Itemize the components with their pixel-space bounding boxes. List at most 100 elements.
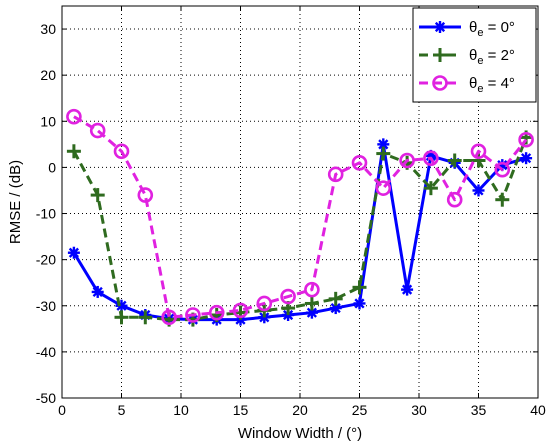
data-point	[256, 295, 273, 312]
legend-label: θe = 2°	[469, 47, 515, 67]
asterisk-stroke	[378, 139, 389, 150]
asterisk-stroke	[330, 302, 341, 314]
data-point	[423, 181, 438, 196]
y-tick-labels: -50 -40 -30 -20 -10 0 10 20 30	[36, 21, 56, 406]
data-point	[66, 144, 81, 159]
asterisk-stroke	[354, 298, 365, 309]
series-line	[73, 115, 528, 319]
legend-label-base: θ	[469, 47, 477, 64]
circle-ring	[423, 150, 439, 166]
y-tick-label: 20	[40, 67, 56, 83]
asterisk-stroke	[116, 300, 127, 311]
legend-marker	[432, 75, 448, 91]
y-tick-label: -40	[36, 344, 56, 360]
circle-ring	[375, 180, 392, 196]
asterisk-stroke	[473, 185, 484, 196]
x-tick-label: 40	[530, 402, 546, 418]
data-point	[305, 306, 318, 319]
legend-item: θe = 2°	[419, 47, 515, 67]
data-point	[375, 180, 392, 196]
series-layer	[66, 108, 534, 327]
y-tick-label: -20	[36, 252, 56, 268]
circle-ring	[494, 161, 511, 178]
data-point	[161, 309, 177, 326]
data-point	[137, 187, 154, 203]
data-point	[328, 291, 343, 306]
data-point	[138, 310, 153, 325]
circle-ring	[256, 295, 273, 312]
circle-ring	[232, 302, 249, 319]
series-1	[66, 130, 534, 327]
asterisk-stroke	[306, 307, 317, 318]
legend-label: θe = 4°	[469, 75, 515, 95]
asterisk-stroke	[434, 21, 446, 33]
legend-label-rest: = 4°	[483, 75, 514, 92]
data-point	[90, 188, 105, 203]
legend: θe = 0°θe = 2°θe = 4°	[412, 7, 537, 103]
x-tick-label: 25	[352, 402, 368, 418]
data-point	[352, 280, 367, 295]
data-point	[447, 153, 462, 168]
circle-ring	[327, 166, 344, 183]
x-tick-label: 20	[292, 402, 308, 418]
y-tick-label: -50	[36, 390, 56, 406]
circle-ring	[89, 122, 106, 139]
data-point	[327, 166, 344, 183]
x-tick-label: 15	[233, 402, 249, 418]
circle-ring	[113, 143, 130, 160]
circle-ring	[208, 304, 225, 321]
data-point	[208, 304, 225, 321]
circle-ring	[351, 155, 368, 171]
circle-ring	[518, 131, 534, 148]
legend-label-subscript: e	[477, 83, 483, 95]
data-point	[232, 302, 249, 319]
data-point	[494, 161, 511, 178]
circle-ring	[399, 152, 415, 169]
legend-label-base: θ	[469, 19, 477, 36]
data-point	[520, 152, 533, 165]
circle-ring	[66, 108, 82, 125]
data-point	[185, 307, 201, 323]
circle-ring	[304, 281, 320, 298]
data-point	[114, 310, 129, 325]
legend-label-rest: = 0°	[483, 19, 514, 36]
legend-label-subscript: e	[477, 55, 483, 67]
data-point	[376, 146, 391, 161]
circle-ring	[161, 309, 177, 326]
circle-ring	[137, 187, 154, 203]
legend-label-base: θ	[469, 75, 477, 92]
data-point	[401, 283, 414, 296]
data-point	[471, 153, 486, 168]
circle-ring	[280, 288, 296, 305]
x-tick-label: 35	[471, 402, 487, 418]
y-tick-label: 30	[40, 21, 56, 37]
circle-ring	[185, 307, 201, 323]
data-point	[399, 152, 415, 169]
x-tick-label: 5	[118, 402, 126, 418]
y-tick-label: -30	[36, 298, 56, 314]
series-2	[66, 108, 534, 326]
y-tick-label: 10	[40, 113, 56, 129]
asterisk-stroke	[402, 284, 413, 295]
x-axis-label: Window Width / (°)	[238, 425, 362, 442]
data-point	[280, 288, 296, 305]
data-point	[423, 150, 439, 166]
x-tick-label: 30	[411, 402, 427, 418]
x-tick-label: 0	[58, 402, 66, 418]
y-axis-label: RMSE / (dB)	[7, 160, 24, 244]
circle-ring	[470, 143, 487, 160]
asterisk-stroke	[68, 247, 79, 258]
data-point	[495, 192, 510, 207]
asterisk-stroke	[92, 286, 103, 298]
legend-label-rest: = 2°	[483, 47, 514, 64]
data-point	[113, 143, 130, 160]
data-point	[91, 285, 104, 298]
data-point	[304, 296, 319, 311]
legend-label-subscript: e	[477, 27, 483, 39]
legend-item: θe = 0°	[419, 19, 515, 39]
legend-item: θe = 4°	[419, 75, 515, 95]
circle-ring	[432, 75, 448, 91]
data-point	[472, 184, 485, 197]
y-tick-label: 0	[48, 159, 56, 175]
